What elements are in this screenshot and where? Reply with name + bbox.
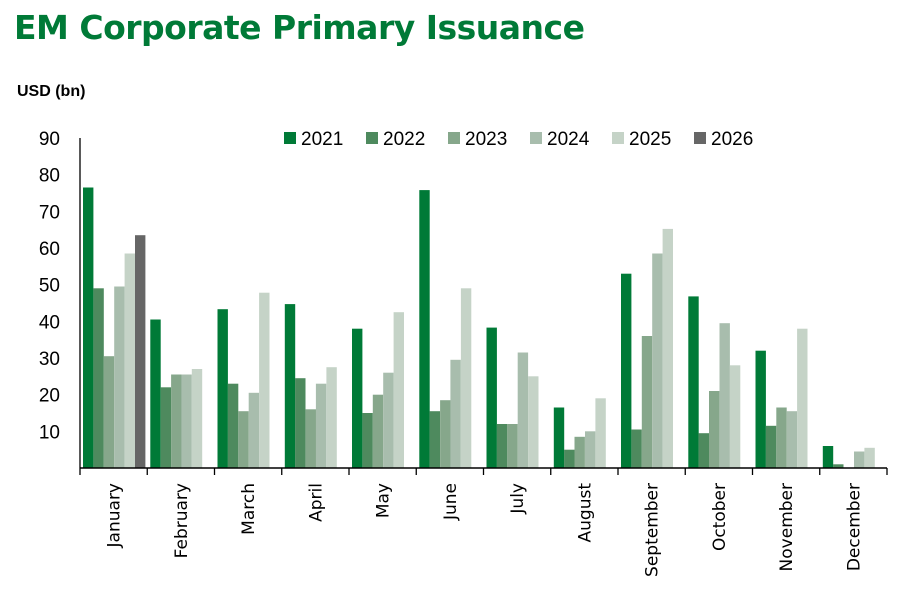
legend-swatch-2021 (284, 132, 296, 144)
y-tick-label: 10 (39, 422, 60, 443)
x-tick-label: April (306, 483, 326, 522)
legend-label-2021: 2021 (301, 129, 343, 150)
legend-label-2024: 2024 (547, 129, 590, 150)
bar-june-2022 (429, 411, 440, 468)
bar-may-2021 (352, 328, 363, 468)
bar-september-2021 (621, 273, 632, 468)
bar-november-2021 (755, 350, 766, 468)
y-tick-label: 70 (39, 202, 60, 223)
legend: 2021 2022 2023 2024 2025 2026 (284, 129, 753, 150)
bar-october-2025 (729, 365, 741, 468)
x-tick-label: June (441, 483, 461, 521)
bar-may-2022 (362, 413, 373, 468)
bar-march-2022 (227, 383, 239, 468)
y-tick-label: 90 (39, 129, 60, 150)
bar-june-2023 (440, 400, 451, 468)
axes-layer: 10 20 30 40 50 60 70 80 90 January February March Ap… (39, 129, 888, 577)
bar-march-2025 (259, 292, 270, 468)
bar-january-2022 (93, 288, 104, 468)
x-tick-label: September (643, 483, 663, 577)
y-tick-label: 60 (39, 239, 60, 260)
bar-july-2022 (496, 424, 508, 468)
x-tick-label: January (105, 483, 125, 548)
bar-december-2025 (864, 447, 875, 468)
bar-may-2023 (372, 394, 384, 468)
bar-june-2021 (419, 190, 430, 468)
bar-october-2022 (698, 433, 709, 468)
bar-january-2025 (124, 253, 135, 468)
x-tick-label: July (508, 483, 528, 515)
bar-december-2024 (854, 451, 865, 468)
x-tick-label: November (777, 483, 797, 571)
y-tick-label: 30 (39, 349, 60, 370)
bar-july-2021 (486, 327, 497, 468)
legend-label-2025: 2025 (629, 129, 671, 150)
bar-february-2022 (160, 387, 172, 468)
x-tick-label: February (172, 483, 192, 558)
bar-february-2023 (171, 374, 182, 468)
bar-november-2022 (765, 425, 777, 468)
bar-january-2023 (103, 356, 115, 468)
bar-february-2024 (181, 374, 192, 468)
legend-swatch-2025 (612, 132, 624, 144)
bar-march-2021 (217, 309, 228, 468)
y-tick-label: 50 (39, 276, 60, 297)
bar-september-2022 (631, 429, 642, 468)
y-tick-label: 40 (39, 312, 60, 333)
bar-august-2025 (595, 398, 606, 468)
bar-may-2024 (383, 372, 394, 468)
x-tick-label: October (710, 483, 730, 551)
bar-january-2026 (135, 235, 146, 468)
bar-november-2025 (797, 328, 808, 468)
bar-may-2025 (393, 312, 404, 468)
y-axis-label: USD (bn) (17, 83, 86, 100)
bar-november-2024 (786, 411, 798, 468)
bar-april-2023 (305, 409, 316, 468)
bar-march-2024 (248, 392, 260, 468)
bar-february-2021 (150, 319, 161, 468)
bar-january-2024 (114, 286, 125, 468)
bar-february-2025 (191, 369, 203, 468)
bar-june-2025 (460, 288, 472, 468)
legend-label-2023: 2023 (465, 129, 507, 150)
x-tick-label: May (374, 483, 394, 518)
x-tick-label: August (575, 483, 595, 543)
bar-october-2021 (688, 296, 699, 468)
legend-swatch-2024 (530, 132, 542, 144)
legend-swatch-2026 (694, 132, 706, 144)
x-tick-label: March (239, 483, 259, 535)
bar-september-2023 (641, 336, 653, 468)
bar-october-2024 (719, 323, 730, 468)
y-tick-label: 20 (39, 386, 60, 407)
bar-december-2022 (833, 464, 844, 468)
legend-label-2026: 2026 (711, 129, 753, 150)
bar-june-2024 (450, 359, 461, 468)
bar-october-2023 (709, 391, 720, 468)
bar-december-2021 (822, 446, 834, 468)
chart-title: EM Corporate Primary Issuance (14, 8, 585, 47)
y-tick-label: 80 (39, 166, 60, 187)
bars-layer (83, 187, 875, 468)
bar-july-2024 (517, 352, 529, 468)
bar-april-2022 (295, 378, 306, 468)
legend-swatch-2022 (366, 132, 378, 144)
bar-january-2021 (83, 187, 94, 468)
bar-march-2023 (238, 411, 249, 468)
x-tick-label: December (844, 483, 864, 571)
bar-april-2024 (315, 383, 327, 468)
bar-july-2023 (507, 424, 518, 468)
legend-label-2022: 2022 (383, 129, 425, 150)
bar-august-2021 (553, 407, 565, 468)
bar-april-2021 (284, 304, 296, 468)
bar-april-2025 (326, 367, 337, 468)
bar-august-2023 (574, 436, 585, 468)
bar-august-2024 (585, 431, 596, 468)
bar-september-2025 (662, 228, 673, 468)
bar-november-2023 (776, 407, 787, 468)
bar-august-2022 (564, 449, 575, 468)
bar-september-2024 (652, 253, 663, 468)
legend-swatch-2023 (448, 132, 460, 144)
bar-july-2025 (528, 376, 539, 468)
